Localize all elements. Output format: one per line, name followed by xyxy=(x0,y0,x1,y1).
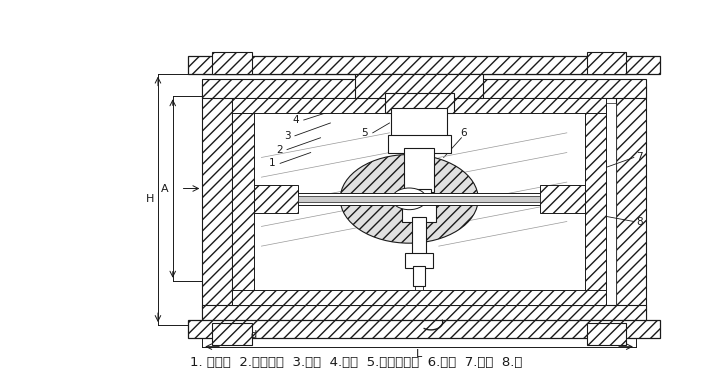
Bar xyxy=(585,103,606,305)
Bar xyxy=(384,93,454,113)
Bar xyxy=(202,305,646,325)
Bar xyxy=(253,185,298,213)
Text: L: L xyxy=(416,348,422,359)
Text: 5: 5 xyxy=(362,128,368,138)
Bar xyxy=(587,52,626,74)
Bar xyxy=(232,98,606,113)
Bar xyxy=(405,253,433,268)
Bar xyxy=(202,79,646,98)
Text: H: H xyxy=(146,194,155,204)
Bar xyxy=(232,290,606,305)
Bar xyxy=(253,193,585,205)
Text: 1: 1 xyxy=(269,158,276,169)
Bar xyxy=(415,93,423,290)
Bar xyxy=(413,266,425,285)
Bar xyxy=(404,148,434,192)
Text: 4: 4 xyxy=(293,115,299,125)
Ellipse shape xyxy=(392,188,426,210)
Bar xyxy=(232,103,253,305)
Bar xyxy=(402,204,436,222)
Bar xyxy=(232,103,616,305)
Bar xyxy=(540,185,585,213)
Bar xyxy=(212,52,251,74)
Bar xyxy=(392,108,446,138)
Text: 8: 8 xyxy=(636,216,642,227)
Text: 3: 3 xyxy=(283,131,290,141)
Bar xyxy=(355,74,483,98)
Bar xyxy=(202,84,232,320)
Bar xyxy=(212,323,251,345)
Bar xyxy=(387,135,451,153)
Bar xyxy=(616,84,646,320)
Bar xyxy=(587,323,626,345)
Bar xyxy=(412,216,426,256)
Bar xyxy=(187,56,661,74)
Bar xyxy=(298,196,540,202)
Text: A: A xyxy=(161,184,169,193)
Text: 6: 6 xyxy=(460,128,466,138)
Text: 7: 7 xyxy=(636,152,642,162)
Text: d: d xyxy=(251,330,256,340)
Bar xyxy=(407,189,431,207)
Bar xyxy=(187,320,661,338)
Text: 1. 球轴承  2.前导向件  3.涨圈  4.壳体  5.前置放大器  6.叶轮  7.轴承  8.轴: 1. 球轴承 2.前导向件 3.涨圈 4.壳体 5.前置放大器 6.叶轮 7.轴… xyxy=(190,356,522,369)
Ellipse shape xyxy=(340,155,478,243)
Text: 2: 2 xyxy=(276,145,283,155)
